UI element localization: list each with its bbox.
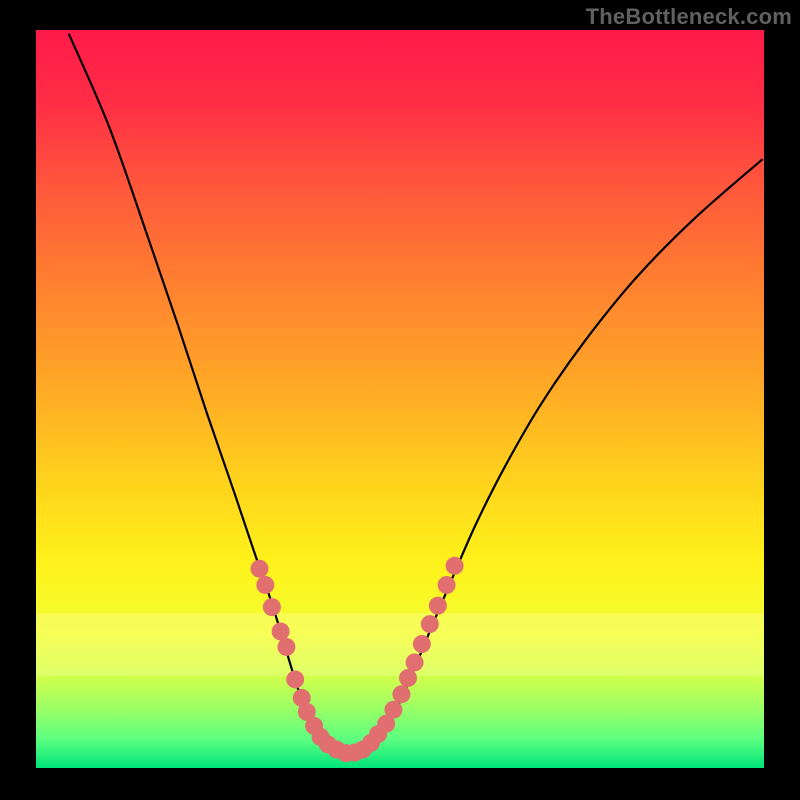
marker-dot: [413, 635, 431, 653]
marker-dot: [392, 685, 410, 703]
marker-dot: [421, 615, 439, 633]
marker-dot: [263, 598, 281, 616]
marker-dot: [277, 638, 295, 656]
marker-dot: [399, 669, 417, 687]
watermark-text: TheBottleneck.com: [586, 4, 792, 30]
marker-dot: [286, 670, 304, 688]
marker-dot: [256, 576, 274, 594]
marker-dot: [272, 622, 290, 640]
marker-dot: [406, 653, 424, 671]
marker-dot: [446, 557, 464, 575]
chart-svg: [0, 0, 800, 800]
pale-band: [36, 613, 764, 676]
marker-dot: [251, 560, 269, 578]
chart-container: TheBottleneck.com: [0, 0, 800, 800]
marker-dot: [438, 576, 456, 594]
marker-dot: [384, 701, 402, 719]
marker-dot: [429, 597, 447, 615]
